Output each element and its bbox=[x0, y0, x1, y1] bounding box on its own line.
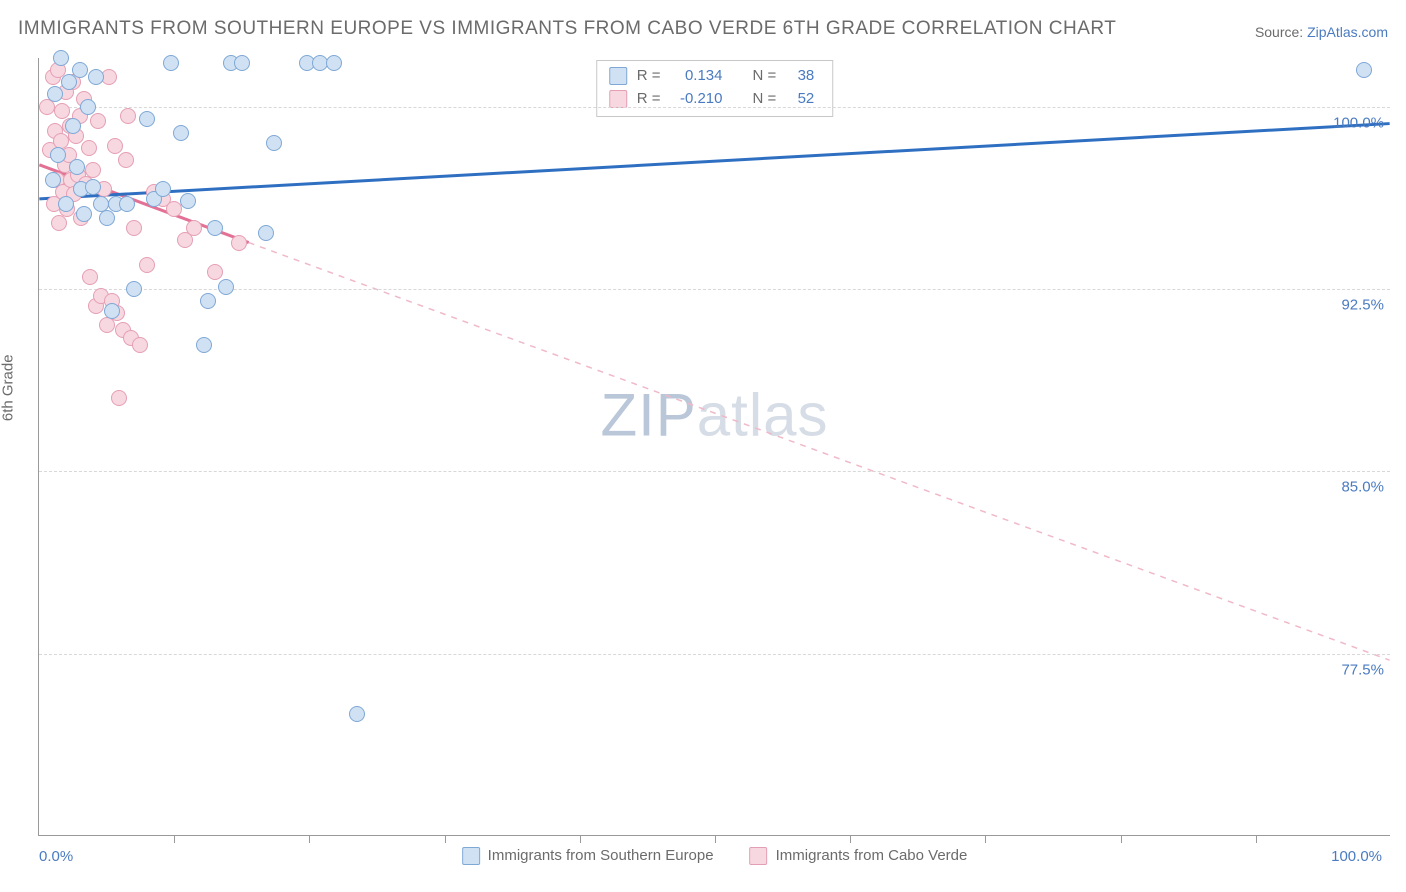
x-tick bbox=[715, 835, 716, 843]
x-tick bbox=[580, 835, 581, 843]
scatter-point bbox=[58, 196, 74, 212]
scatter-point bbox=[53, 50, 69, 66]
scatter-point bbox=[88, 69, 104, 85]
scatter-point bbox=[51, 215, 67, 231]
scatter-point bbox=[163, 55, 179, 71]
scatter-point bbox=[53, 133, 69, 149]
gridline bbox=[39, 107, 1390, 108]
gridline bbox=[39, 654, 1390, 655]
source-prefix: Source: bbox=[1255, 24, 1307, 40]
scatter-point bbox=[65, 118, 81, 134]
x-axis-min-label: 0.0% bbox=[39, 848, 73, 865]
gridline bbox=[39, 289, 1390, 290]
scatter-point bbox=[47, 86, 63, 102]
scatter-point bbox=[45, 172, 61, 188]
scatter-point bbox=[231, 235, 247, 251]
scatter-point bbox=[82, 269, 98, 285]
stats-swatch-pink bbox=[609, 90, 627, 108]
plot-area: ZIPatlas R = 0.134 N = 38 R = -0.210 N =… bbox=[38, 58, 1390, 836]
scatter-point bbox=[81, 140, 97, 156]
scatter-point bbox=[155, 181, 171, 197]
legend-item: Immigrants from Cabo Verde bbox=[750, 847, 968, 865]
scatter-point bbox=[139, 257, 155, 273]
scatter-point bbox=[126, 220, 142, 236]
scatter-point bbox=[85, 179, 101, 195]
chart-title: IMMIGRANTS FROM SOUTHERN EUROPE VS IMMIG… bbox=[18, 18, 1116, 40]
gridline bbox=[39, 471, 1390, 472]
scatter-point bbox=[1356, 62, 1372, 78]
scatter-point bbox=[119, 196, 135, 212]
legend-swatch bbox=[462, 847, 480, 865]
x-tick bbox=[1121, 835, 1122, 843]
scatter-point bbox=[196, 337, 212, 353]
stats-r-blue: 0.134 bbox=[671, 65, 723, 88]
y-tick-label: 92.5% bbox=[1341, 296, 1384, 313]
watermark: ZIPatlas bbox=[600, 381, 828, 450]
y-tick-label: 85.0% bbox=[1341, 479, 1384, 496]
x-tick bbox=[1256, 835, 1257, 843]
scatter-point bbox=[218, 279, 234, 295]
scatter-point bbox=[139, 111, 155, 127]
scatter-point bbox=[76, 206, 92, 222]
scatter-point bbox=[99, 210, 115, 226]
stats-swatch-blue bbox=[609, 67, 627, 85]
scatter-point bbox=[326, 55, 342, 71]
x-axis-max-label: 100.0% bbox=[1331, 848, 1382, 865]
x-tick bbox=[985, 835, 986, 843]
scatter-point bbox=[180, 193, 196, 209]
stats-n-label: N = bbox=[753, 65, 777, 88]
scatter-point bbox=[207, 264, 223, 280]
x-tick bbox=[174, 835, 175, 843]
y-axis-label: 6th Grade bbox=[0, 354, 17, 421]
scatter-point bbox=[132, 337, 148, 353]
scatter-point bbox=[54, 103, 70, 119]
scatter-point bbox=[118, 152, 134, 168]
y-tick-label: 100.0% bbox=[1333, 114, 1384, 131]
scatter-point bbox=[85, 162, 101, 178]
legend-swatch bbox=[750, 847, 768, 865]
scatter-point bbox=[107, 138, 123, 154]
scatter-point bbox=[50, 147, 66, 163]
stats-n-blue: 38 bbox=[786, 65, 814, 88]
watermark-zip: ZIP bbox=[600, 382, 696, 449]
x-tick bbox=[309, 835, 310, 843]
scatter-point bbox=[69, 159, 85, 175]
scatter-point bbox=[126, 281, 142, 297]
scatter-point bbox=[266, 135, 282, 151]
x-tick bbox=[445, 835, 446, 843]
scatter-point bbox=[90, 113, 106, 129]
legend-item: Immigrants from Southern Europe bbox=[462, 847, 714, 865]
scatter-point bbox=[72, 62, 88, 78]
scatter-point bbox=[207, 220, 223, 236]
scatter-point bbox=[111, 390, 127, 406]
scatter-point bbox=[258, 225, 274, 241]
stats-r-label: R = bbox=[637, 65, 661, 88]
scatter-point bbox=[120, 108, 136, 124]
scatter-point bbox=[349, 706, 365, 722]
x-tick bbox=[850, 835, 851, 843]
trend-lines bbox=[39, 58, 1390, 835]
y-tick-label: 77.5% bbox=[1341, 661, 1384, 678]
legend: Immigrants from Southern Europe Immigrant… bbox=[462, 847, 968, 865]
source-attribution: Source: ZipAtlas.com bbox=[1255, 24, 1388, 40]
source-link[interactable]: ZipAtlas.com bbox=[1307, 24, 1388, 40]
stats-row-blue: R = 0.134 N = 38 bbox=[609, 65, 815, 88]
scatter-point bbox=[80, 99, 96, 115]
scatter-point bbox=[186, 220, 202, 236]
watermark-atlas: atlas bbox=[697, 382, 829, 449]
scatter-point bbox=[104, 303, 120, 319]
scatter-point bbox=[234, 55, 250, 71]
legend-label: Immigrants from Cabo Verde bbox=[776, 847, 968, 864]
stats-box: R = 0.134 N = 38 R = -0.210 N = 52 bbox=[596, 60, 834, 117]
scatter-point bbox=[173, 125, 189, 141]
scatter-point bbox=[200, 293, 216, 309]
legend-label: Immigrants from Southern Europe bbox=[488, 847, 714, 864]
